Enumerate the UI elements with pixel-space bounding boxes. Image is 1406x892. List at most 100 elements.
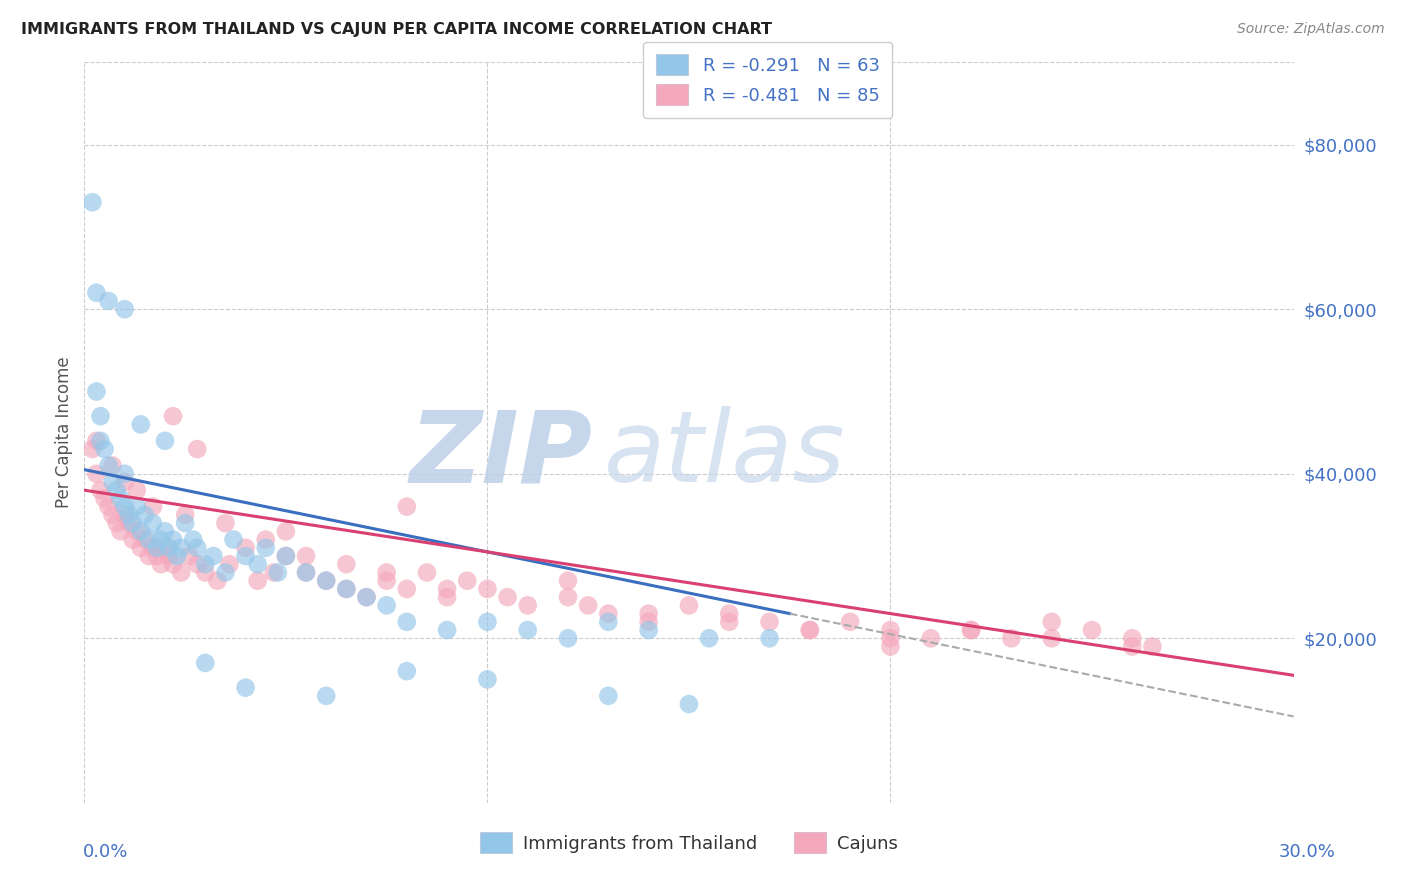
- Point: [121, 516, 143, 530]
- Point: [89, 434, 111, 448]
- Y-axis label: Per Capita Income: Per Capita Income: [55, 357, 73, 508]
- Point: [97, 500, 120, 514]
- Point: [105, 516, 128, 530]
- Point: [799, 623, 821, 637]
- Point: [263, 566, 285, 580]
- Point: [1040, 632, 1063, 646]
- Point: [179, 549, 201, 563]
- Point: [218, 558, 240, 572]
- Point: [375, 599, 398, 613]
- Point: [375, 566, 398, 580]
- Point: [315, 574, 337, 588]
- Point: [375, 574, 398, 588]
- Point: [82, 195, 104, 210]
- Point: [129, 417, 152, 432]
- Point: [170, 541, 193, 555]
- Point: [395, 582, 418, 596]
- Point: [86, 384, 108, 399]
- Point: [799, 623, 821, 637]
- Point: [134, 508, 156, 522]
- Point: [1081, 623, 1104, 637]
- Point: [557, 632, 579, 646]
- Point: [222, 533, 245, 547]
- Point: [97, 293, 120, 308]
- Point: [214, 566, 236, 580]
- Point: [246, 574, 269, 588]
- Point: [125, 524, 148, 539]
- Point: [598, 615, 620, 629]
- Point: [598, 607, 620, 621]
- Point: [1121, 632, 1143, 646]
- Point: [335, 558, 357, 572]
- Point: [86, 285, 108, 300]
- Point: [138, 533, 160, 547]
- Point: [114, 508, 136, 522]
- Point: [254, 533, 277, 547]
- Point: [678, 697, 700, 711]
- Point: [879, 623, 901, 637]
- Point: [235, 549, 257, 563]
- Point: [101, 458, 124, 473]
- Point: [477, 673, 499, 687]
- Point: [637, 607, 659, 621]
- Point: [436, 590, 458, 604]
- Text: 30.0%: 30.0%: [1279, 843, 1336, 861]
- Point: [114, 475, 136, 489]
- Point: [118, 508, 141, 522]
- Point: [146, 541, 169, 555]
- Point: [214, 516, 236, 530]
- Point: [93, 491, 115, 506]
- Legend: Immigrants from Thailand, Cajuns: Immigrants from Thailand, Cajuns: [472, 825, 905, 861]
- Point: [1000, 632, 1022, 646]
- Point: [356, 590, 378, 604]
- Point: [142, 541, 165, 555]
- Point: [315, 689, 337, 703]
- Point: [254, 541, 277, 555]
- Point: [395, 615, 418, 629]
- Point: [477, 582, 499, 596]
- Point: [142, 500, 165, 514]
- Point: [86, 434, 108, 448]
- Point: [114, 467, 136, 481]
- Point: [960, 623, 983, 637]
- Point: [202, 549, 225, 563]
- Text: 0.0%: 0.0%: [83, 843, 128, 861]
- Point: [93, 442, 115, 456]
- Point: [97, 458, 120, 473]
- Point: [879, 632, 901, 646]
- Text: ZIP: ZIP: [409, 407, 592, 503]
- Point: [118, 516, 141, 530]
- Point: [101, 475, 124, 489]
- Point: [456, 574, 478, 588]
- Point: [121, 533, 143, 547]
- Point: [110, 524, 132, 539]
- Point: [186, 541, 208, 555]
- Text: atlas: atlas: [605, 407, 846, 503]
- Point: [960, 623, 983, 637]
- Point: [274, 549, 297, 563]
- Point: [557, 590, 579, 604]
- Point: [162, 558, 184, 572]
- Point: [149, 558, 172, 572]
- Point: [166, 549, 188, 563]
- Point: [879, 640, 901, 654]
- Point: [395, 664, 418, 678]
- Point: [142, 516, 165, 530]
- Point: [114, 500, 136, 514]
- Point: [1040, 615, 1063, 629]
- Point: [235, 541, 257, 555]
- Point: [82, 442, 104, 456]
- Point: [149, 533, 172, 547]
- Point: [267, 566, 290, 580]
- Point: [477, 615, 499, 629]
- Point: [157, 541, 180, 555]
- Point: [153, 434, 176, 448]
- Point: [557, 574, 579, 588]
- Point: [1121, 640, 1143, 654]
- Point: [335, 582, 357, 596]
- Point: [194, 558, 217, 572]
- Point: [170, 566, 193, 580]
- Point: [110, 491, 132, 506]
- Point: [146, 549, 169, 563]
- Point: [335, 582, 357, 596]
